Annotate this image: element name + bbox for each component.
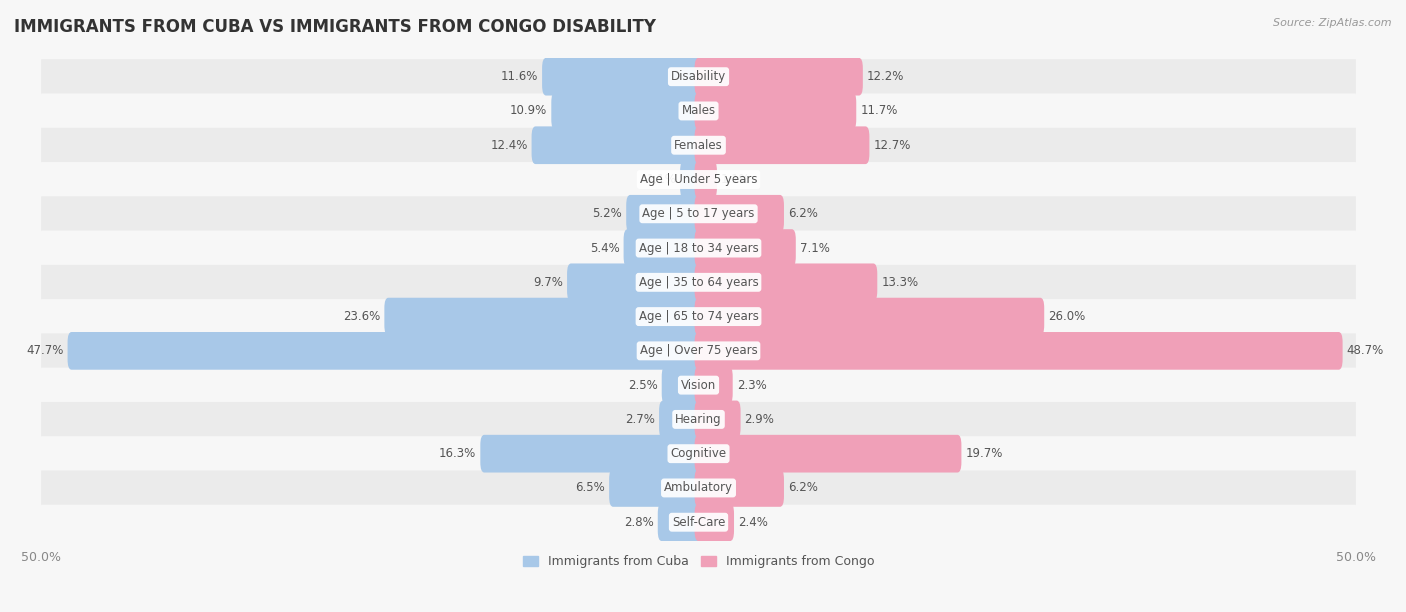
FancyBboxPatch shape xyxy=(41,94,1355,129)
Text: 5.4%: 5.4% xyxy=(591,242,620,255)
FancyBboxPatch shape xyxy=(41,231,1355,266)
Text: Females: Females xyxy=(673,139,723,152)
Text: 2.4%: 2.4% xyxy=(738,516,768,529)
FancyBboxPatch shape xyxy=(695,435,962,472)
Text: 48.7%: 48.7% xyxy=(1347,345,1384,357)
FancyBboxPatch shape xyxy=(624,230,703,267)
Text: Ambulatory: Ambulatory xyxy=(664,482,733,494)
Text: 1.1%: 1.1% xyxy=(721,173,751,186)
Text: Age | 5 to 17 years: Age | 5 to 17 years xyxy=(643,207,755,220)
FancyBboxPatch shape xyxy=(551,92,703,130)
FancyBboxPatch shape xyxy=(384,298,703,335)
FancyBboxPatch shape xyxy=(41,265,1355,300)
Text: 6.5%: 6.5% xyxy=(575,482,605,494)
Text: Age | Under 5 years: Age | Under 5 years xyxy=(640,173,758,186)
FancyBboxPatch shape xyxy=(41,196,1355,231)
Text: 2.5%: 2.5% xyxy=(628,379,658,392)
Text: Cognitive: Cognitive xyxy=(671,447,727,460)
Text: Disability: Disability xyxy=(671,70,725,83)
Text: 2.3%: 2.3% xyxy=(737,379,766,392)
Text: 7.1%: 7.1% xyxy=(800,242,830,255)
FancyBboxPatch shape xyxy=(67,332,703,370)
Text: 2.8%: 2.8% xyxy=(624,516,654,529)
Text: 11.7%: 11.7% xyxy=(860,105,897,118)
FancyBboxPatch shape xyxy=(658,504,703,541)
FancyBboxPatch shape xyxy=(695,58,863,95)
FancyBboxPatch shape xyxy=(695,298,1045,335)
FancyBboxPatch shape xyxy=(41,368,1355,403)
FancyBboxPatch shape xyxy=(681,161,703,198)
Text: 47.7%: 47.7% xyxy=(27,345,63,357)
Text: 10.9%: 10.9% xyxy=(510,105,547,118)
FancyBboxPatch shape xyxy=(481,435,703,472)
FancyBboxPatch shape xyxy=(695,230,796,267)
Text: 11.6%: 11.6% xyxy=(501,70,538,83)
FancyBboxPatch shape xyxy=(695,161,717,198)
FancyBboxPatch shape xyxy=(41,505,1355,540)
Text: 6.2%: 6.2% xyxy=(787,482,818,494)
Text: 23.6%: 23.6% xyxy=(343,310,381,323)
Text: 1.1%: 1.1% xyxy=(647,173,676,186)
Text: 19.7%: 19.7% xyxy=(966,447,1002,460)
Text: 12.7%: 12.7% xyxy=(873,139,911,152)
Text: Age | 35 to 64 years: Age | 35 to 64 years xyxy=(638,276,758,289)
FancyBboxPatch shape xyxy=(659,401,703,438)
FancyBboxPatch shape xyxy=(41,299,1355,334)
Text: Vision: Vision xyxy=(681,379,716,392)
FancyBboxPatch shape xyxy=(543,58,703,95)
FancyBboxPatch shape xyxy=(695,127,869,164)
Text: Age | 18 to 34 years: Age | 18 to 34 years xyxy=(638,242,758,255)
FancyBboxPatch shape xyxy=(41,128,1355,163)
Text: 2.7%: 2.7% xyxy=(626,413,655,426)
FancyBboxPatch shape xyxy=(41,334,1355,368)
Text: 12.2%: 12.2% xyxy=(866,70,904,83)
FancyBboxPatch shape xyxy=(695,264,877,301)
FancyBboxPatch shape xyxy=(609,469,703,507)
FancyBboxPatch shape xyxy=(567,264,703,301)
FancyBboxPatch shape xyxy=(626,195,703,233)
Text: Males: Males xyxy=(682,105,716,118)
Text: Self-Care: Self-Care xyxy=(672,516,725,529)
FancyBboxPatch shape xyxy=(41,59,1355,94)
FancyBboxPatch shape xyxy=(695,367,733,404)
Text: Age | Over 75 years: Age | Over 75 years xyxy=(640,345,758,357)
Text: 6.2%: 6.2% xyxy=(787,207,818,220)
FancyBboxPatch shape xyxy=(695,504,734,541)
FancyBboxPatch shape xyxy=(41,471,1355,506)
Text: Age | 65 to 74 years: Age | 65 to 74 years xyxy=(638,310,758,323)
Text: 16.3%: 16.3% xyxy=(439,447,477,460)
FancyBboxPatch shape xyxy=(695,332,1343,370)
Text: 26.0%: 26.0% xyxy=(1047,310,1085,323)
FancyBboxPatch shape xyxy=(531,127,703,164)
Text: 2.9%: 2.9% xyxy=(745,413,775,426)
FancyBboxPatch shape xyxy=(695,401,741,438)
FancyBboxPatch shape xyxy=(41,436,1355,471)
Text: Hearing: Hearing xyxy=(675,413,721,426)
FancyBboxPatch shape xyxy=(41,162,1355,197)
FancyBboxPatch shape xyxy=(662,367,703,404)
Text: 5.2%: 5.2% xyxy=(592,207,623,220)
FancyBboxPatch shape xyxy=(695,92,856,130)
Text: 12.4%: 12.4% xyxy=(491,139,527,152)
Legend: Immigrants from Cuba, Immigrants from Congo: Immigrants from Cuba, Immigrants from Co… xyxy=(517,550,880,573)
Text: IMMIGRANTS FROM CUBA VS IMMIGRANTS FROM CONGO DISABILITY: IMMIGRANTS FROM CUBA VS IMMIGRANTS FROM … xyxy=(14,18,657,36)
FancyBboxPatch shape xyxy=(695,195,785,233)
FancyBboxPatch shape xyxy=(695,469,785,507)
FancyBboxPatch shape xyxy=(41,402,1355,437)
Text: 9.7%: 9.7% xyxy=(533,276,564,289)
Text: Source: ZipAtlas.com: Source: ZipAtlas.com xyxy=(1274,18,1392,28)
Text: 13.3%: 13.3% xyxy=(882,276,918,289)
